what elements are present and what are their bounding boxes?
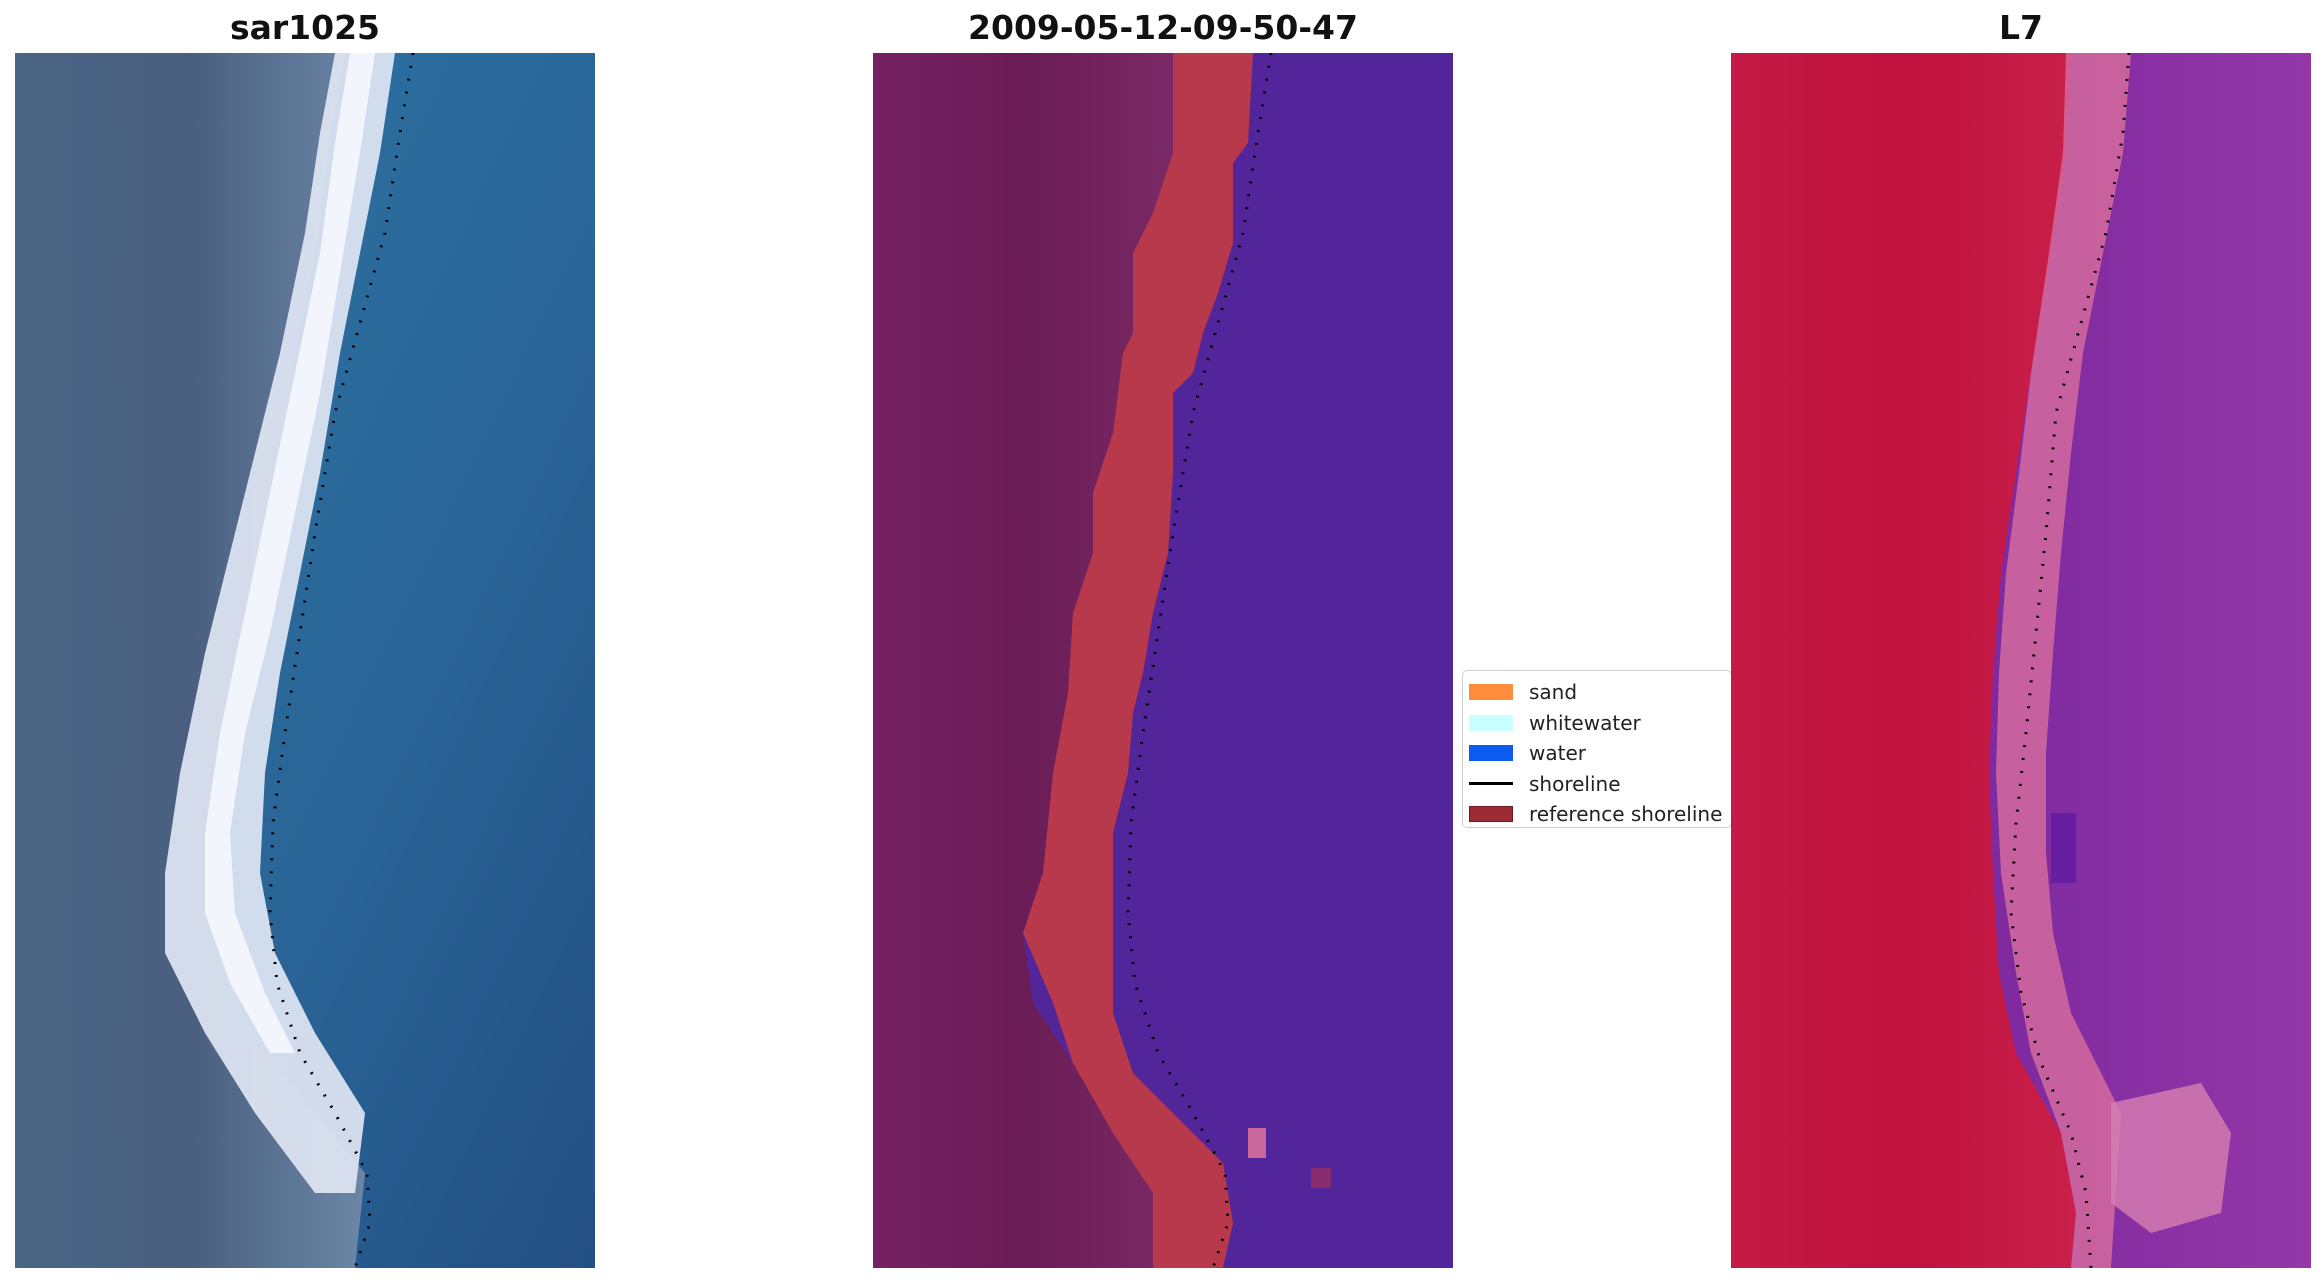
l7-bright-patch xyxy=(2111,1083,2231,1233)
panel-title-rgb: sar1025 xyxy=(229,8,381,47)
class-sand-speck xyxy=(1248,1128,1266,1158)
legend-label-shoreline: shoreline xyxy=(1529,771,1621,796)
legend-label-water: water xyxy=(1529,741,1586,766)
rgb-land-area xyxy=(15,53,365,1268)
legend-swatch-water xyxy=(1469,745,1513,762)
legend-swatch-reference-shoreline xyxy=(1469,806,1513,823)
panel-title-classification: 2009-05-12-09-50-47 xyxy=(968,8,1358,47)
legend-swatch-whitewater xyxy=(1469,714,1513,731)
rgb-image-panel xyxy=(15,53,595,1268)
classification-panel xyxy=(873,53,1453,1268)
legend: sand whitewater water shoreline referenc… xyxy=(1462,670,1732,828)
class-land-area xyxy=(873,53,1173,1268)
legend-swatch-sand xyxy=(1469,684,1513,701)
legend-label-sand: sand xyxy=(1529,680,1578,705)
l7-image-panel xyxy=(1731,53,2311,1268)
legend-label-whitewater: whitewater xyxy=(1529,710,1641,735)
legend-item-water: water xyxy=(1469,738,1731,769)
legend-line-shoreline xyxy=(1469,782,1513,786)
legend-label-reference-shoreline: reference shoreline xyxy=(1529,802,1723,827)
l7-edge-band xyxy=(1996,53,2131,1268)
rgb-surf-core xyxy=(205,53,375,1053)
l7-shoreline xyxy=(2009,53,2131,1268)
legend-item-reference-shoreline: reference shoreline xyxy=(1469,799,1731,830)
class-sand-band xyxy=(1023,53,1253,1268)
l7-dark-spot xyxy=(2051,813,2076,883)
class-sand-speck-2 xyxy=(1311,1168,1331,1188)
legend-item-shoreline: shoreline xyxy=(1469,769,1731,800)
legend-item-whitewater: whitewater xyxy=(1469,708,1731,739)
panel-title-l7: L7 xyxy=(1999,8,2043,47)
legend-item-sand: sand xyxy=(1469,677,1731,708)
l7-land-area xyxy=(1731,53,2076,1268)
